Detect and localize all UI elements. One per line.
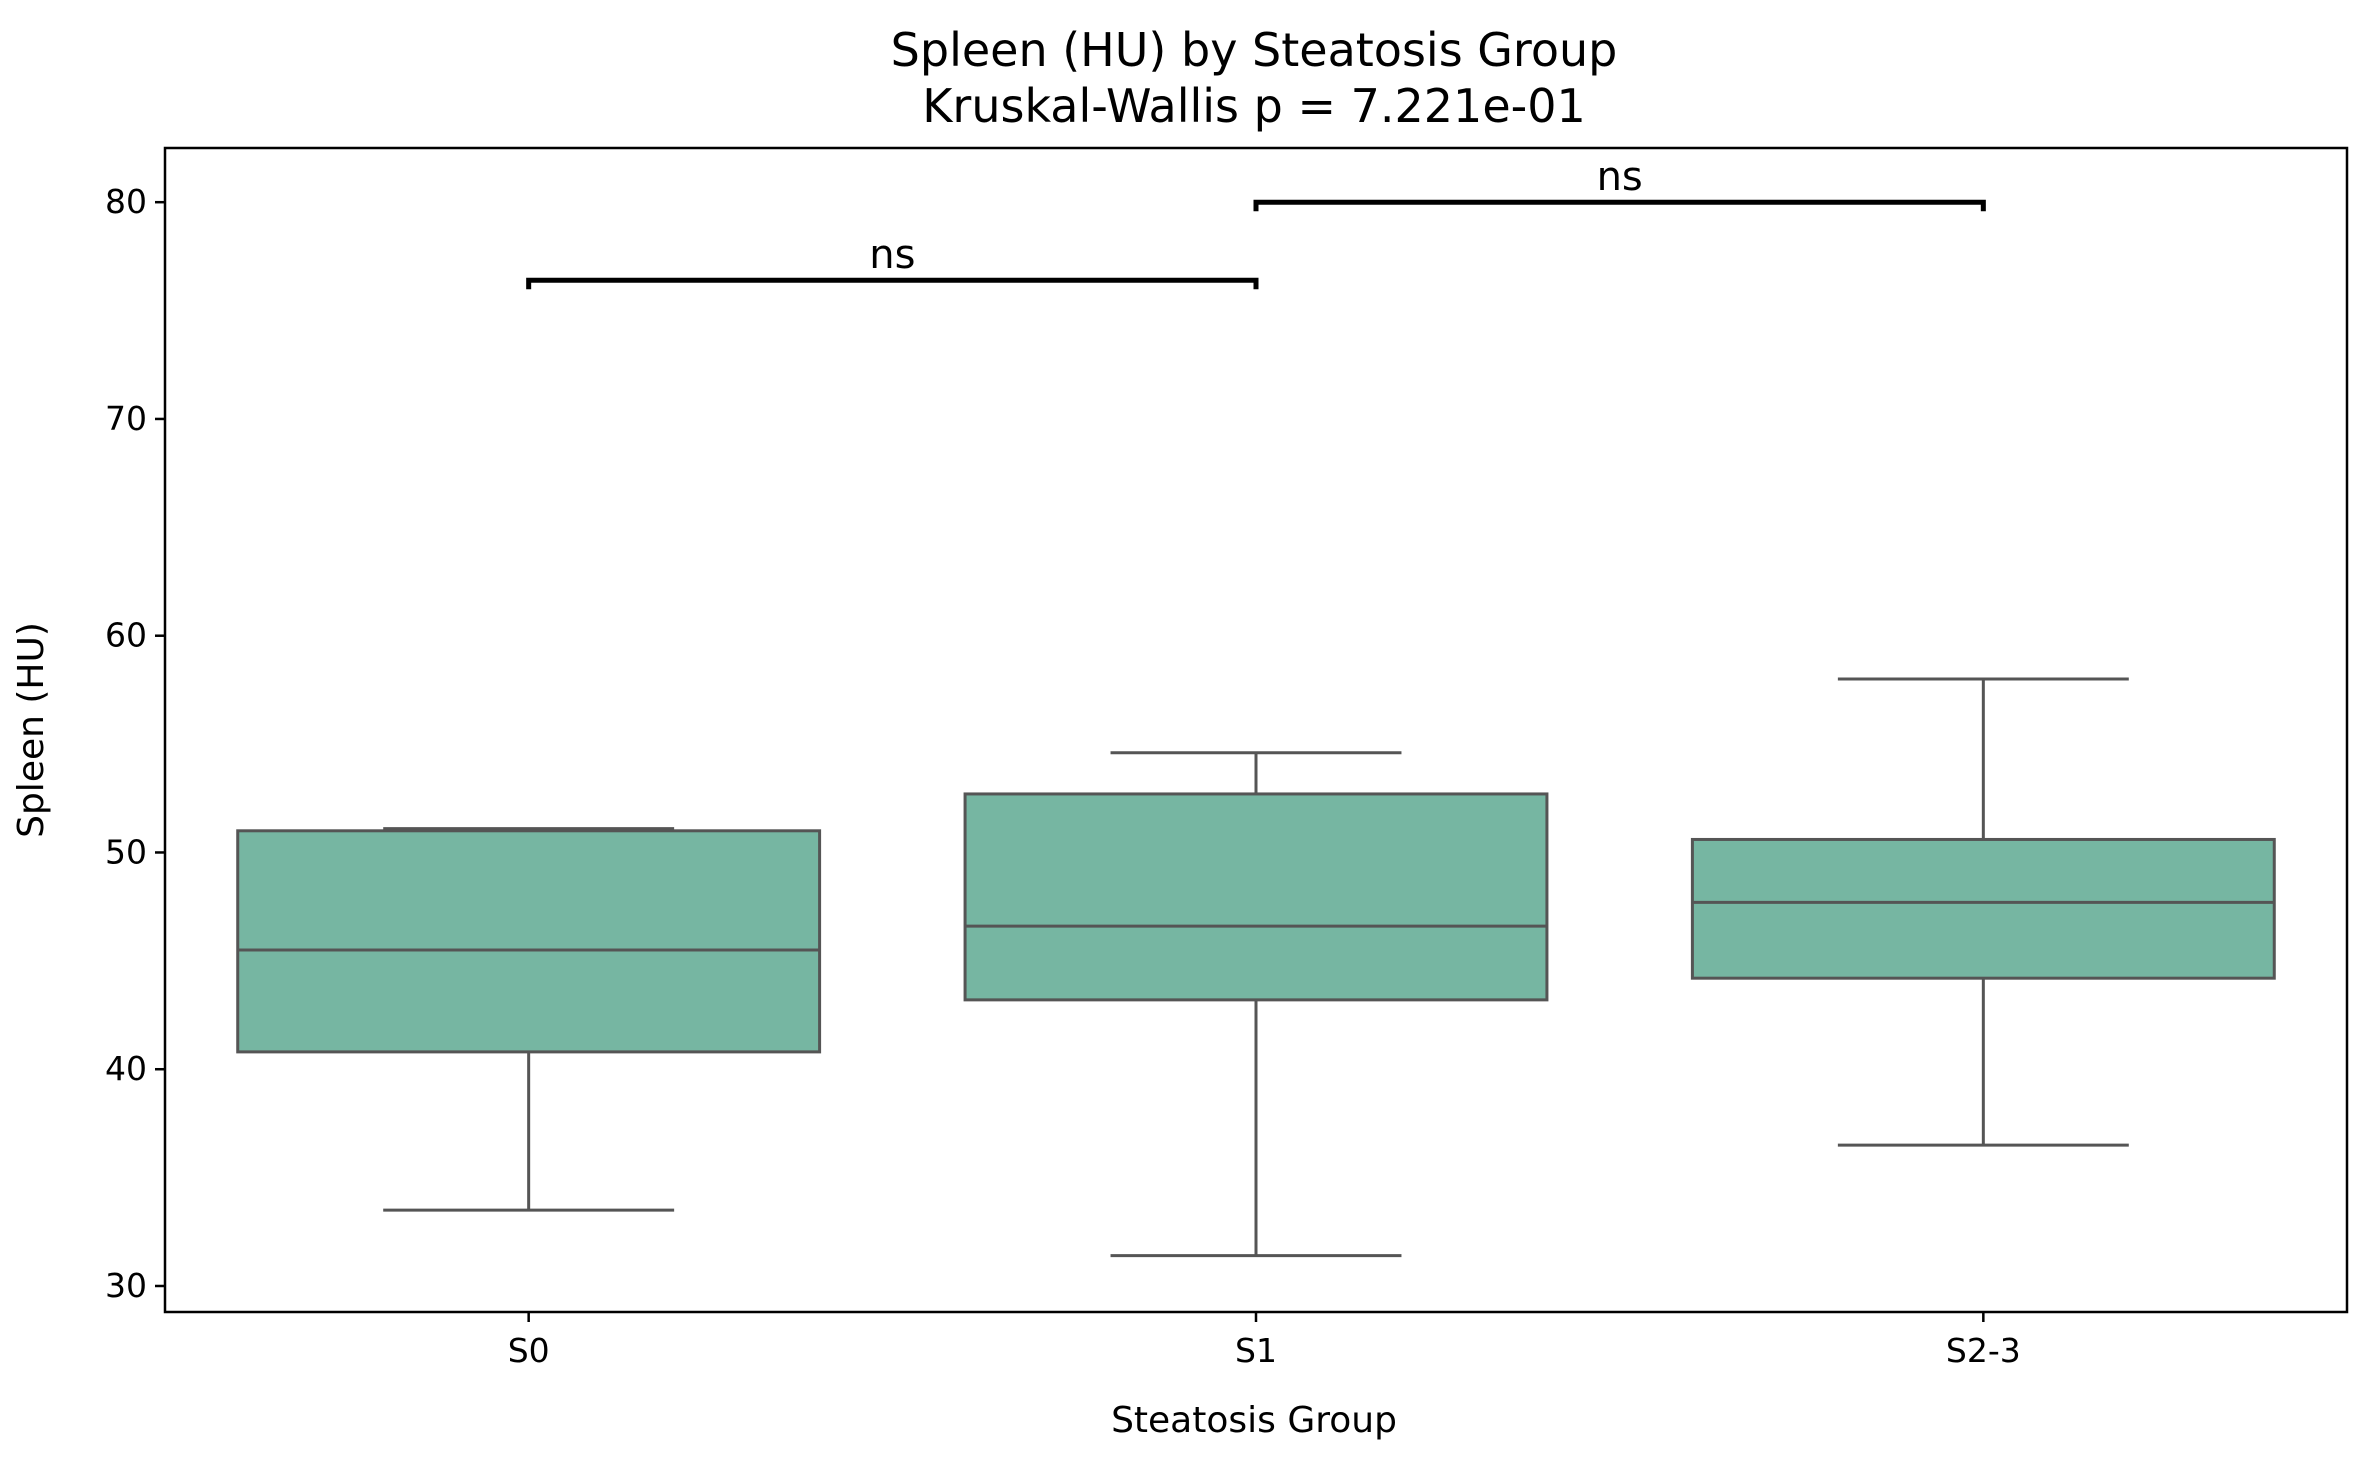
- significance-bracket-2: ns: [1253, 154, 1986, 212]
- y-tick-label: 50: [105, 832, 147, 871]
- y-tick-label: 40: [105, 1049, 147, 1088]
- chart-title: Spleen (HU) by Steatosis Group: [891, 23, 1618, 77]
- plot-frame: [163, 146, 2349, 1314]
- y-axis: 30 40 50 60 70 80: [105, 182, 165, 1305]
- chart-subtitle: Kruskal-Wallis p = 7.221e-01: [922, 79, 1586, 133]
- x-axis: S0 S1 S2-3: [508, 1312, 2021, 1370]
- box-iqr: [1690, 837, 2276, 980]
- x-tick-label: S1: [1235, 1331, 1277, 1370]
- box-group-s0: [236, 827, 822, 1212]
- y-tick-label: 80: [105, 182, 147, 221]
- y-tick-label: 30: [105, 1266, 147, 1305]
- box-group-s1: [963, 751, 1549, 1258]
- significance-bracket-1: ns: [526, 232, 1259, 290]
- bracket-line: [526, 277, 1259, 290]
- x-axis-label: Steatosis Group: [1111, 1400, 1397, 1441]
- y-axis-label: Spleen (HU): [11, 622, 52, 838]
- bracket-line: [1253, 199, 1986, 212]
- x-tick-label: S2-3: [1946, 1331, 2021, 1370]
- significance-label: ns: [1597, 154, 1643, 200]
- x-tick-label: S0: [508, 1331, 550, 1370]
- boxes-layer: [236, 677, 2276, 1258]
- box-iqr: [236, 829, 822, 1054]
- box-iqr: [963, 792, 1549, 1002]
- box-group-s2-3: [1690, 677, 2276, 1147]
- significance-annotations: ns ns: [526, 154, 1986, 290]
- y-tick-label: 60: [105, 616, 147, 655]
- significance-label: ns: [869, 232, 915, 278]
- y-tick-label: 70: [105, 399, 147, 438]
